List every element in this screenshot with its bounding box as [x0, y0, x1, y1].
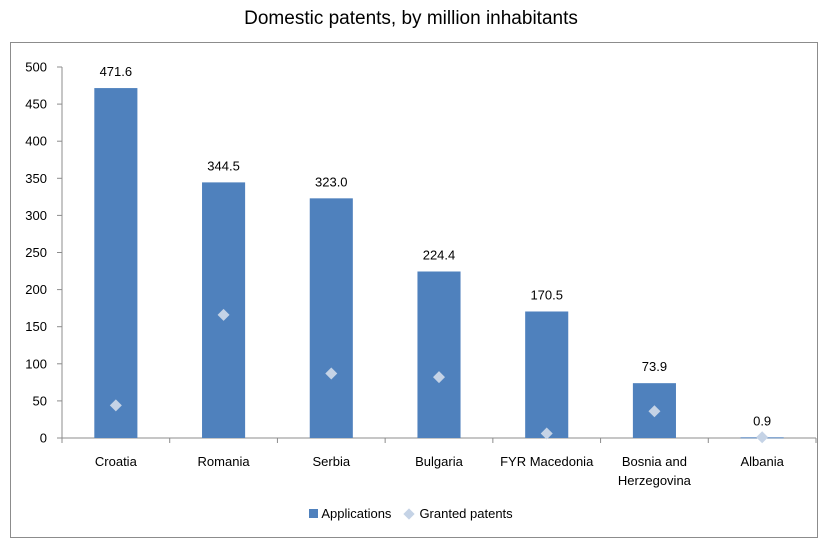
bar-applications — [525, 311, 569, 438]
y-tick-label: 350 — [25, 171, 47, 186]
y-tick-label: 150 — [25, 319, 47, 334]
bar-applications — [417, 271, 461, 438]
x-tick-label: Croatia — [95, 454, 138, 469]
marker-granted-patents — [756, 431, 769, 444]
chart-frame — [10, 42, 818, 538]
bar-applications — [309, 198, 353, 438]
x-tick-label: FYR Macedonia — [500, 454, 594, 469]
marker-granted-patents — [109, 399, 122, 412]
legend-entry-applications: Applications — [309, 506, 391, 521]
bar-data-label: 0.9 — [753, 413, 771, 428]
bar-data-label: 344.5 — [207, 158, 240, 173]
x-tick-label: Bulgaria — [415, 454, 463, 469]
legend-label-granted: Granted patents — [419, 506, 513, 521]
bar-data-label: 471.6 — [100, 64, 133, 79]
marker-granted-patents — [648, 405, 661, 418]
bar-data-label: 73.9 — [642, 359, 667, 374]
chart-title: Domestic patents, by million inhabitants — [244, 8, 578, 29]
y-tick-label: 100 — [25, 356, 47, 371]
bar-data-label: 224.4 — [423, 247, 456, 262]
y-tick-label: 50 — [33, 393, 47, 408]
x-tick-label: Bosnia and — [622, 454, 687, 469]
y-tick-label: 0 — [40, 431, 47, 446]
bar-data-label: 323.0 — [315, 174, 348, 189]
marker-granted-patents — [540, 427, 553, 440]
legend-label-applications: Applications — [321, 506, 392, 521]
bar-applications — [94, 88, 138, 438]
bar-data-label: 170.5 — [530, 287, 563, 302]
legend-diamond-swatch — [403, 507, 416, 520]
legend-entry-granted: Granted patents — [403, 506, 513, 521]
x-tick-label: Herzegovina — [618, 473, 692, 488]
x-tick-label: Romania — [198, 454, 251, 469]
marker-granted-patents — [325, 367, 338, 380]
marker-granted-patents — [433, 371, 445, 384]
marker-granted-patents — [217, 308, 230, 321]
y-tick-label: 250 — [25, 245, 47, 260]
y-tick-label: 400 — [25, 134, 47, 149]
y-tick-label: 450 — [25, 97, 47, 112]
y-tick-label: 500 — [25, 60, 47, 75]
y-tick-label: 200 — [25, 282, 47, 297]
y-tick-label: 300 — [25, 208, 47, 223]
legend-bar-swatch — [309, 509, 319, 518]
x-tick-label: Albania — [740, 454, 784, 469]
x-tick-label: Serbia — [312, 454, 350, 469]
legend: Applications Granted patents — [0, 506, 822, 521]
